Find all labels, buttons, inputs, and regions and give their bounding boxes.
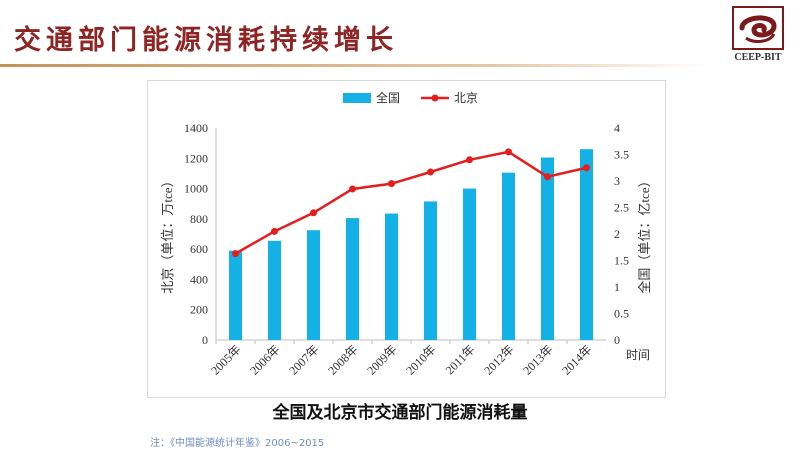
bar-2009年 [385,213,398,340]
right-tick-label: 0.5 [614,307,629,321]
right-tick-label: 2.5 [614,201,629,215]
line-point-2011年 [466,156,473,164]
bar-2006年 [268,240,281,340]
line-point-2005年 [232,250,239,258]
line-point-2007年 [310,209,317,217]
logo-frame [732,6,784,50]
right-tick-label: 1 [614,280,620,294]
bar-2013年 [541,157,554,340]
right-tick-label: 4 [614,121,620,135]
bar-2014年 [580,149,593,340]
x-tick-label: 2011年 [443,342,478,377]
line-series-beijing [234,150,587,255]
x-tick-label: 2007年 [286,342,321,377]
left-tick-label: 1400 [184,121,208,135]
bar-2012年 [502,172,515,340]
bar-2005年 [229,250,242,340]
left-tick-label: 1200 [184,151,208,165]
chart-caption: 全国及北京市交通部门能源消耗量 [272,403,528,423]
left-tick-label: 600 [190,242,208,256]
right-axis-title: 全国（单位：亿tce） [637,174,652,293]
ceep-bit-logo: CEEP-BIT [722,4,794,66]
title-divider [0,64,710,67]
right-tick-label: 2 [614,227,620,241]
line-point-2009年 [388,180,395,188]
x-tick-label: 2006年 [247,342,282,377]
legend: 全国 北京 [343,90,478,105]
x-tick-label: 2014年 [559,342,594,377]
x-tick-label: 2010年 [403,342,438,377]
bar-2007年 [307,230,320,340]
right-tick-label: 3 [614,174,620,188]
left-axis-title: 北京（单位：万tce） [160,174,175,293]
x-tick-label: 2009年 [364,342,399,377]
source-note: 注：《中国能源统计年鉴》2006~2015 [150,438,325,449]
chart-frame: 全国 北京 北京（单位：万tce） 全国（单位：亿tce） 时间 0 200 400… [147,80,666,398]
left-tick-label: 1000 [184,182,208,196]
left-tick-label: 0 [202,333,208,347]
combo-chart: 全国 北京 北京（单位：万tce） 全国（单位：亿tce） 时间 0200400… [160,90,652,378]
right-tick-label: 0 [614,333,620,347]
slide-title: 交通部门能源消耗持续增长 [14,25,398,56]
left-tick-label: 400 [190,272,208,286]
x-tick-label: 2005年 [208,342,243,377]
bar-2008年 [346,218,359,340]
line-point-2012年 [505,148,512,156]
line-point-2014年 [583,164,590,172]
bar-2011年 [463,188,476,340]
right-tick-label: 3.5 [614,148,629,162]
legend-label-bar: 全国 [376,90,400,105]
line-point-2008年 [349,185,356,193]
logo-swirl-icon [739,15,777,43]
x-tick-label: 2013年 [520,342,555,377]
right-tick-label: 1.5 [614,254,629,268]
logo-text: CEEP-BIT [734,52,782,63]
left-tick-label: 200 [190,303,208,317]
line-point-2006年 [271,227,278,235]
x-tick-label: 2012年 [481,342,516,377]
x-tick-label: 2008年 [325,342,360,377]
line-point-2013年 [544,173,551,181]
legend-label-line: 北京 [454,91,478,105]
legend-swatch-bar [343,93,371,103]
x-axis-title: 时间 [626,348,650,362]
left-tick-label: 800 [190,212,208,226]
legend-marker-line [431,94,439,102]
line-point-2010年 [427,168,434,176]
bar-2010年 [424,201,437,340]
